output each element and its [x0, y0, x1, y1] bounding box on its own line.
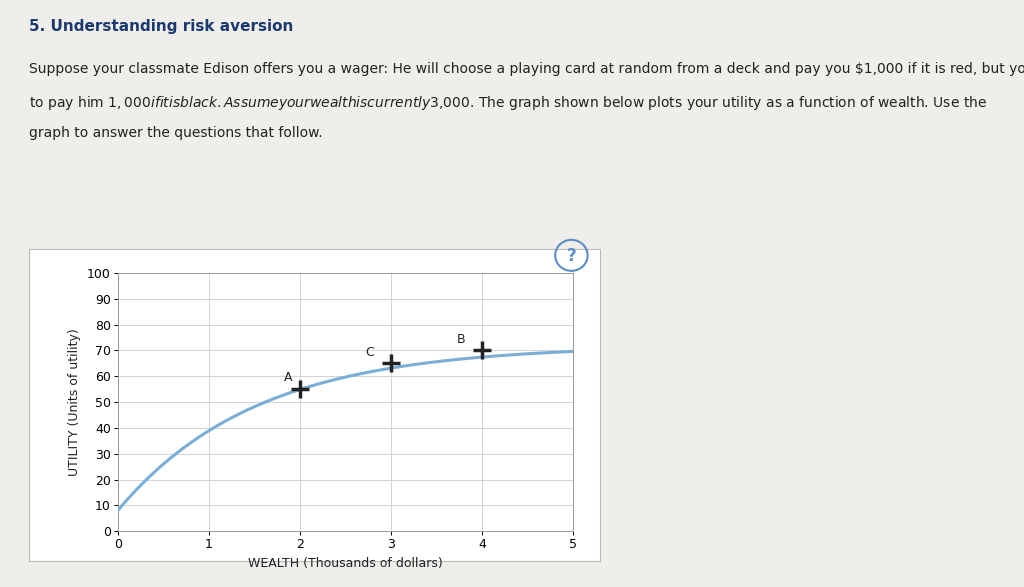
Text: 5. Understanding risk aversion: 5. Understanding risk aversion	[29, 19, 293, 34]
Text: to pay him $1,000 if it is black. Assume your wealth is currently $3,000. The gr: to pay him $1,000 if it is black. Assume…	[29, 94, 987, 112]
Text: A: A	[284, 372, 292, 384]
Text: B: B	[457, 333, 466, 346]
X-axis label: WEALTH (Thousands of dollars): WEALTH (Thousands of dollars)	[248, 556, 443, 570]
Text: ?: ?	[566, 247, 577, 265]
Text: Suppose your classmate Edison offers you a wager: He will choose a playing card : Suppose your classmate Edison offers you…	[29, 62, 1024, 76]
Text: graph to answer the questions that follow.: graph to answer the questions that follo…	[29, 126, 323, 140]
Y-axis label: UTILITY (Units of utility): UTILITY (Units of utility)	[69, 328, 81, 476]
Text: C: C	[366, 346, 375, 359]
